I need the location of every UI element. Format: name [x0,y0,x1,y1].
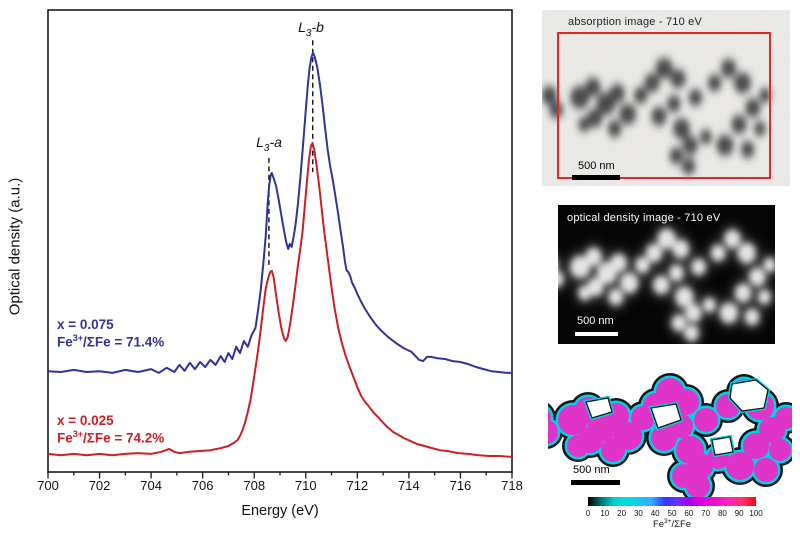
x-tick-label: 708 [243,478,266,493]
spectrum-curve-x0025 [47,142,513,458]
x-tick-label: 704 [140,478,162,493]
colorbar-tick-label: 30 [633,509,643,518]
colorbar-tick-label: 10 [600,509,610,518]
field-of-view-box [557,32,771,179]
x-tick-label: 718 [501,478,523,493]
particle-aggregates-dark [542,57,772,175]
map-holes [583,377,771,458]
absorption-image [542,10,790,186]
x-tick-label: 706 [191,478,214,493]
optical-density-scalebar [575,332,618,336]
absorption-scalebar [572,175,620,180]
colorbar-tick-label: 100 [749,509,763,518]
annotation-x0025-line1: x = 0.025 [57,413,114,428]
particle-aggregates-bright [558,229,775,341]
map-scalebar-label: 500 nm [573,464,610,476]
peak-label-L3a: L3-a [256,134,282,154]
colorbar-tick-label: 40 [650,509,660,518]
annotation-x0025: x = 0.025 Fe3+/ΣFe = 74.2% [57,413,164,446]
plot-frame [47,9,513,473]
colorbar-tick-label: 20 [617,509,627,518]
x-axis-ticks [47,472,513,479]
optical-density-image [558,205,775,344]
spectrum-curve-x0075 [47,51,513,374]
colorbar-title: Fe3+/ΣFe [652,518,692,531]
x-tick-label: 712 [346,478,369,493]
y-axis-title: Optical density (a.u.) [6,177,24,316]
absorption-image-title: absorption image - 710 eV [568,16,703,28]
annotation-x0025-line2: Fe3+/ΣFe = 74.2% [57,428,165,446]
fe-ratio-map [548,373,792,497]
optical-density-image-title: optical density image - 710 eV [567,212,721,224]
colorbar-tick-label: 50 [667,509,677,518]
colorbar-gradient [588,497,756,506]
spectra-plot [47,9,513,479]
annotation-x0075: x = 0.075 Fe3+/ΣFe = 71.4% [57,317,164,350]
colorbar-tick-label: 90 [734,509,744,518]
x-tick-label: 702 [88,478,111,493]
annotation-x0075-line1: x = 0.075 [57,317,114,332]
annotation-x0075-line2: Fe3+/ΣFe = 71.4% [57,332,165,350]
x-tick-label: 714 [398,478,420,493]
x-tick-label: 710 [294,478,317,493]
colorbar-tick-label: 60 [684,509,694,518]
colorbar-tick-label: 0 [585,509,591,518]
optical-density-scalebar-label: 500 nm [577,315,614,327]
colorbar-tick-label: 80 [717,509,727,518]
peak-label-L3b: L3-b [298,19,324,39]
colorbar-tick-label: 70 [701,509,711,518]
x-tick-label: 716 [449,478,472,493]
x-tick-label: 700 [37,478,59,493]
map-scalebar [571,480,620,485]
x-axis-title: Energy (eV) [241,503,319,519]
absorption-scalebar-label: 500 nm [578,160,615,172]
